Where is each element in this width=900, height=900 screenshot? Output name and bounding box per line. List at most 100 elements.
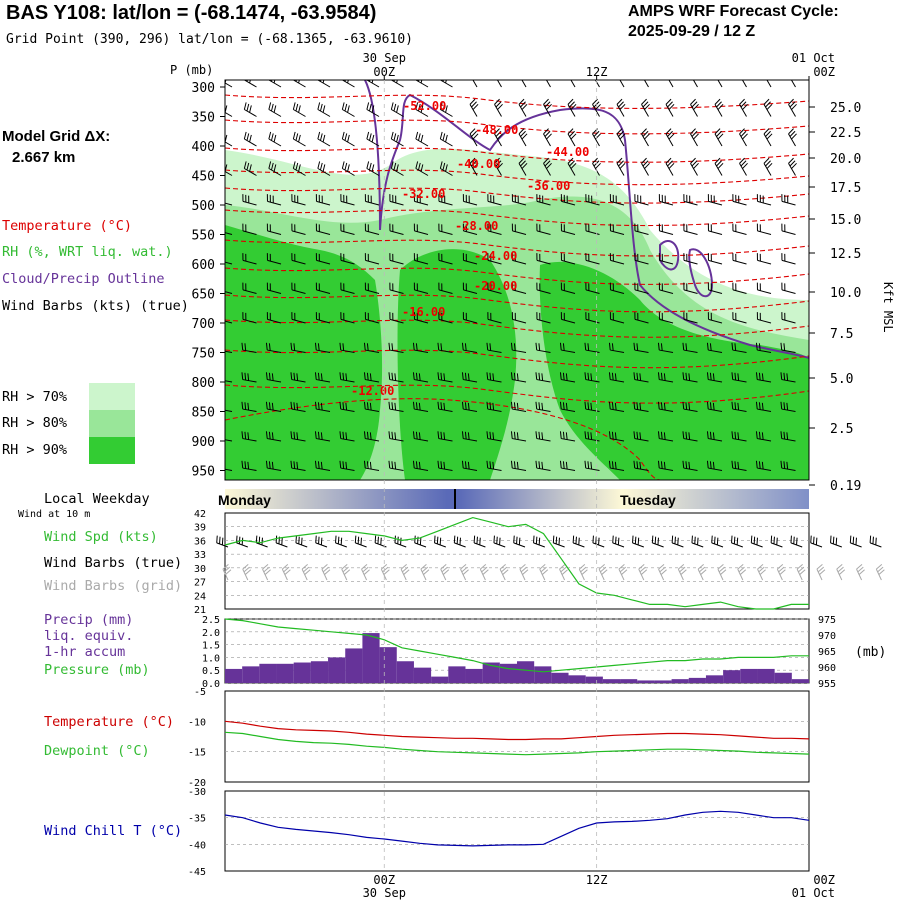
cs-wind-barb bbox=[665, 133, 674, 147]
cs-wind-barb-feather bbox=[363, 342, 366, 351]
cs-wind-barb-feather bbox=[342, 461, 345, 469]
cs-wind-barb bbox=[225, 141, 233, 147]
cs-wind-barb bbox=[561, 467, 576, 471]
cs-wind-barb-feather bbox=[535, 372, 538, 380]
cs-wind-barb bbox=[616, 104, 625, 117]
cs-wind-barb bbox=[244, 109, 257, 117]
surface-barb-grid-feather bbox=[876, 563, 883, 570]
cs-wind-barb bbox=[316, 200, 331, 206]
cs-wind-barb bbox=[487, 408, 502, 412]
cs-wind-barb-feather bbox=[412, 372, 415, 380]
cs-wind-barb bbox=[732, 349, 747, 353]
cs-wind-barb-feather bbox=[243, 131, 247, 140]
cs-wind-barb-feather bbox=[418, 373, 421, 381]
cs-wind-barb bbox=[732, 467, 747, 471]
cs-wind-barb-feather bbox=[369, 402, 372, 411]
cs-wind-barb-feather bbox=[742, 80, 744, 81]
cs-wind-barb-feather bbox=[584, 401, 587, 410]
cs-wind-barb-feather bbox=[734, 402, 737, 410]
cs-wind-barb bbox=[536, 408, 551, 412]
cs-wind-barb-feather bbox=[619, 133, 626, 140]
cs-wind-barb bbox=[463, 379, 478, 383]
cs-wind-barb-feather bbox=[619, 162, 626, 169]
cs-wind-barb-feather bbox=[614, 461, 617, 470]
cs-wind-barb bbox=[665, 104, 674, 117]
cs-wind-barb-feather bbox=[341, 102, 345, 110]
surface-barb-grid-feather bbox=[440, 563, 447, 570]
surface-barb-true-feather bbox=[397, 536, 399, 544]
cs-wind-barb-feather bbox=[298, 80, 300, 84]
surface-barb-true bbox=[553, 542, 565, 548]
cs-wind-barb bbox=[242, 379, 257, 383]
precip-bar bbox=[362, 633, 380, 683]
wind-panel: 42 39 36 33 30 27 24 21 bbox=[194, 509, 885, 616]
cs-wind-barb-feather bbox=[317, 431, 320, 440]
cs-wind-barb-feather bbox=[706, 342, 709, 351]
cs-wind-barb bbox=[463, 318, 478, 324]
cs-wind-barb-feather bbox=[489, 431, 492, 440]
cs-wind-barb bbox=[438, 438, 453, 442]
cs-wind-barb-feather bbox=[660, 343, 663, 351]
surface-barb-grid-feather bbox=[222, 563, 229, 570]
cs-wind-barb-feather bbox=[717, 133, 724, 140]
cs-wind-barb bbox=[389, 289, 404, 294]
cs-wind-barb-feather bbox=[314, 372, 317, 380]
cs-wind-barb-feather bbox=[394, 373, 397, 381]
surface-barb-true-feather bbox=[849, 535, 852, 543]
cs-wind-barb-feather bbox=[394, 432, 397, 440]
cs-wind-barb-feather bbox=[394, 461, 397, 470]
cs-wind-barb-feather bbox=[761, 373, 764, 381]
cs-wind-barb-feather bbox=[639, 402, 642, 411]
cs-wind-barb bbox=[690, 163, 698, 176]
cs-wind-barb bbox=[316, 438, 331, 442]
cs-wind-barb-feather bbox=[415, 131, 419, 140]
grid-point-subtitle: Grid Point (390, 296) lat/lon = (-68.136… bbox=[6, 32, 413, 47]
wind-title: Wind at 10 m bbox=[18, 509, 91, 520]
cs-wind-barb bbox=[585, 379, 600, 383]
cs-wind-barb-feather bbox=[492, 432, 495, 440]
cs-wind-barb-feather bbox=[298, 134, 301, 143]
cs-wind-barb-feather bbox=[717, 72, 722, 77]
surface-barb-true-feather bbox=[533, 535, 535, 543]
cs-wind-barb-feather bbox=[445, 80, 447, 84]
cs-wind-barb-feather bbox=[265, 460, 268, 469]
cs-wind-barb bbox=[594, 80, 600, 88]
cs-wind-barb-feather bbox=[709, 402, 712, 410]
cs-wind-barb-feather bbox=[496, 72, 501, 77]
wind-tick-42: 42 bbox=[194, 509, 206, 520]
cs-wind-barb-feather bbox=[786, 461, 789, 470]
cs-wind-barb-feather bbox=[716, 160, 722, 167]
cs-wind-barb-feather bbox=[516, 373, 519, 381]
cs-wind-barb-feather bbox=[660, 431, 663, 440]
cs-wind-barb bbox=[366, 109, 380, 117]
cs-wind-barb-feather bbox=[569, 160, 575, 167]
cs-wind-barb bbox=[561, 259, 576, 265]
temp-label-m48: -48.00 bbox=[475, 123, 518, 137]
cs-wind-barb-feather bbox=[467, 461, 470, 470]
cs-wind-barb bbox=[389, 349, 404, 353]
cs-wind-barb bbox=[469, 133, 478, 147]
cs-wind-barb bbox=[634, 318, 649, 324]
cs-wind-barb-feather bbox=[740, 160, 747, 167]
surface-barb-grid-feather bbox=[678, 563, 685, 570]
cs-wind-barb bbox=[463, 438, 478, 442]
cs-wind-barb bbox=[487, 200, 502, 206]
cs-wind-barb bbox=[634, 200, 649, 206]
cs-wind-barb-feather bbox=[766, 80, 768, 81]
cs-wind-barb bbox=[342, 80, 355, 88]
surface-barb-true-feather bbox=[637, 537, 640, 545]
cs-wind-barb-feather bbox=[472, 80, 474, 81]
surface-barb-true-feather bbox=[773, 536, 775, 544]
pressure-ticks: 300 350 400 450 500 550 600 650 700 750 800 850 900 9… bbox=[192, 81, 225, 480]
cs-wind-barb bbox=[244, 138, 257, 147]
precip-tick-2.0: 2.0 bbox=[202, 628, 220, 639]
cs-wind-barb-feather bbox=[644, 133, 650, 140]
cs-wind-barb-feather bbox=[565, 432, 568, 440]
cs-wind-barb-feather bbox=[618, 101, 624, 108]
temp-label-m40: -40.00 bbox=[457, 157, 500, 171]
cs-wind-barb-feather bbox=[293, 80, 294, 81]
cs-wind-barb-feather bbox=[489, 372, 492, 381]
legend-rh: RH (%, WRT liq. wat.) bbox=[2, 244, 173, 260]
cs-wind-barb-feather bbox=[763, 98, 770, 105]
